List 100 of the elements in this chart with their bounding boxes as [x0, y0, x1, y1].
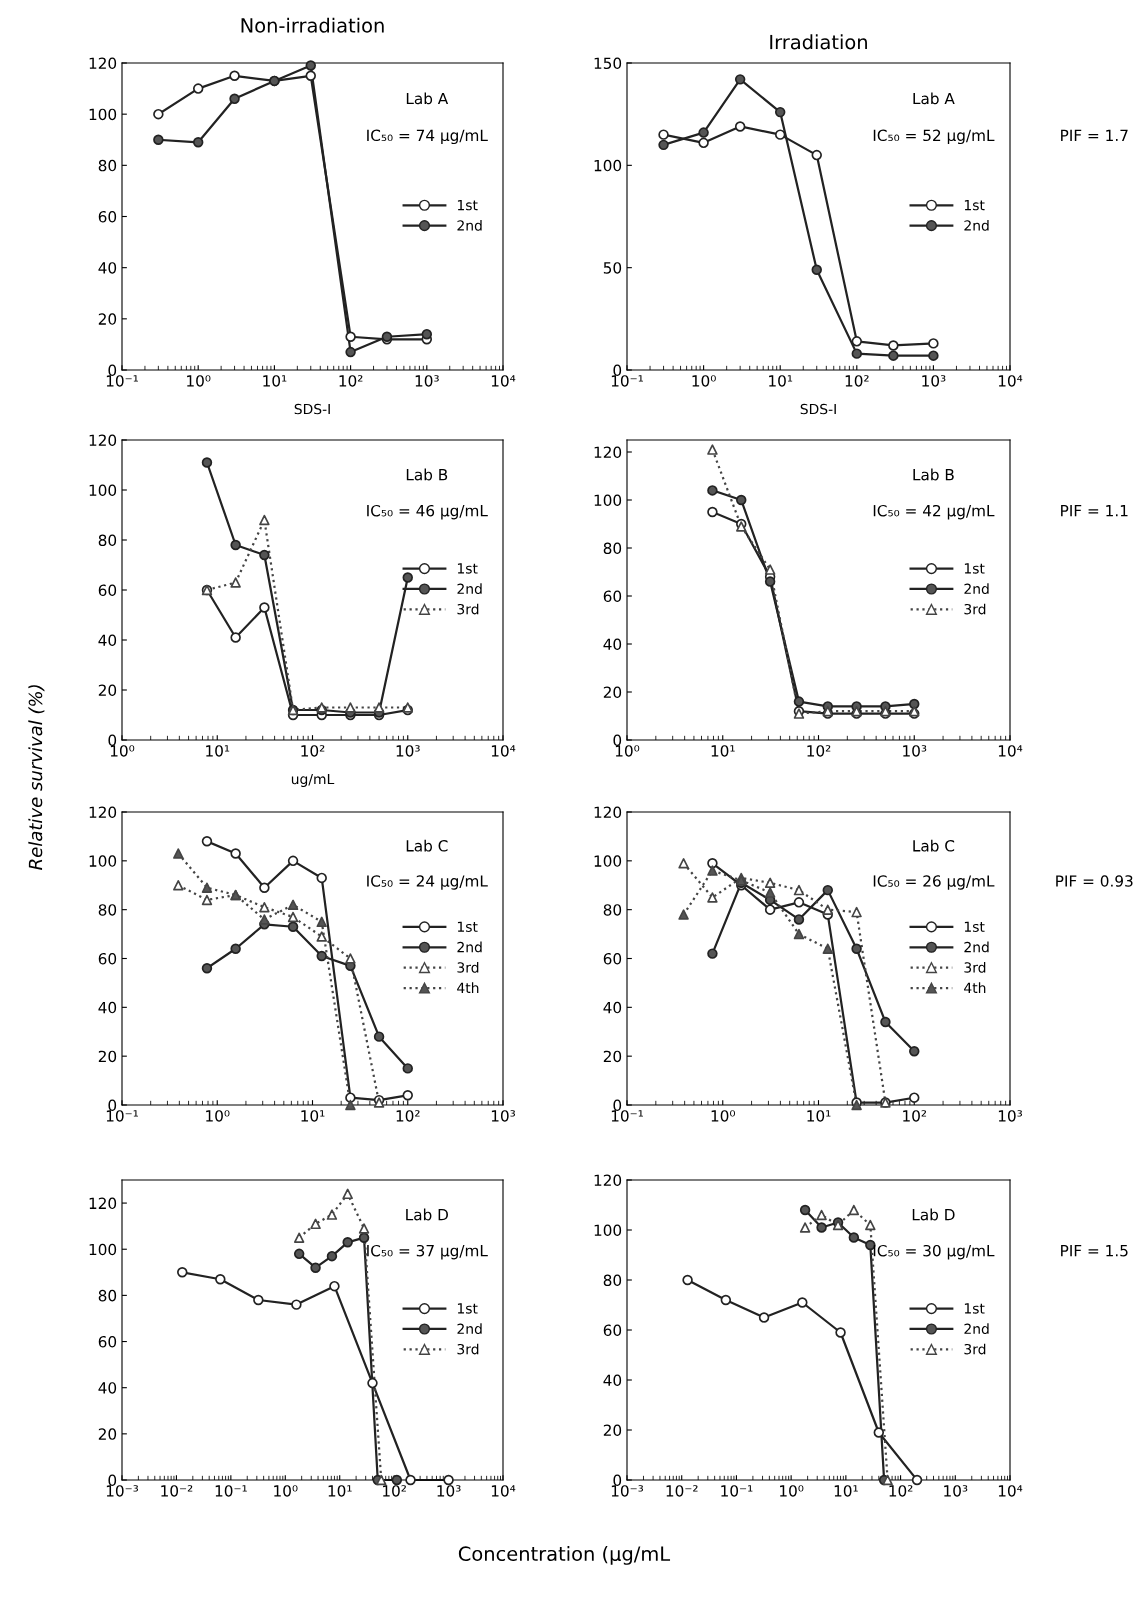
y-tick-label: 60	[98, 210, 117, 223]
legend-label: 3rd	[964, 603, 986, 615]
y-tick-label: 20	[603, 686, 622, 699]
y-tick-label: 100	[594, 855, 622, 867]
y-tick-label: 150	[594, 57, 622, 70]
y-tick-label: 40	[98, 1001, 117, 1014]
chart-title: Non-irradiation	[241, 17, 384, 33]
x-tick-label: 10⁻¹	[106, 1110, 138, 1122]
y-tick-label: 20	[98, 1050, 117, 1063]
y-tick-label: 100	[89, 484, 117, 497]
y-tick-label: 20	[603, 1050, 622, 1063]
legend-label: 4th	[457, 982, 479, 993]
legend-label: 3rd	[457, 961, 479, 973]
y-tick-label: 20	[98, 684, 117, 697]
y-tick-label: 120	[594, 1174, 622, 1187]
annotation: Lab B	[406, 468, 448, 481]
annotation: Lab A	[406, 92, 449, 105]
text: PIF = 1.7	[1061, 129, 1128, 141]
y-tick-label: 80	[603, 1274, 622, 1287]
y-tick-label: 60	[98, 584, 117, 597]
y-tick-label: 100	[89, 1243, 117, 1256]
y-tick-label: 80	[98, 534, 117, 547]
y-tick-label: 40	[603, 1374, 622, 1387]
legend-label: 3rd	[964, 961, 986, 973]
y-tick-label: 50	[603, 262, 622, 274]
legend-label: 2nd	[457, 583, 482, 595]
y-tick-label: 120	[89, 57, 117, 70]
y-tick-label: 120	[594, 806, 622, 819]
annotation: IC₅₀ = 26 μg/mL	[873, 875, 995, 890]
y-tick-label: 100	[594, 494, 622, 507]
x-tick-label: 10⁻¹	[611, 1110, 643, 1122]
annotation: IC₅₀ = 52 μg/mL	[873, 129, 995, 145]
x-tick-label: 10⁻¹	[106, 375, 138, 387]
annotation: Lab D	[406, 1208, 448, 1221]
annotation: IC₅₀ = 37 μg/mL	[367, 1244, 488, 1260]
y-tick-label: 100	[89, 855, 117, 867]
y-tick-label: 40	[603, 1001, 622, 1014]
x-tick-label: 10³	[903, 745, 927, 757]
x-tick-label: 10⁰	[692, 375, 716, 387]
x-axis-title: SDS-I	[800, 403, 836, 415]
x-tick-label: 10⁴	[998, 745, 1023, 757]
x-tick-label: 10⁻²	[666, 1485, 698, 1497]
x-tick-label: 10³	[491, 1110, 516, 1122]
y-tick-label: 80	[603, 904, 622, 916]
chart-title: Irradiation	[770, 34, 867, 50]
annotation: Lab B	[913, 468, 954, 481]
y-axis-title: Relative survival (%)	[28, 685, 45, 870]
x-tick-label: 10⁻¹	[721, 1485, 753, 1497]
annotation: IC₅₀ = 74 μg/mL	[367, 129, 488, 145]
y-tick-label: 80	[98, 904, 117, 916]
legend-label: 1st	[964, 563, 985, 574]
y-tick-label: 20	[603, 1424, 622, 1437]
annotation: Lab C	[406, 839, 448, 852]
x-tick-label: 10⁰	[615, 745, 640, 757]
y-tick-label: 0	[613, 1474, 622, 1487]
text: PIF = 1.1	[1061, 505, 1128, 517]
x-axis-title: SDS-I	[294, 403, 330, 415]
legend-label: 3rd	[457, 1343, 479, 1355]
x-tick-label: 10⁴	[998, 375, 1023, 387]
y-tick-label: 40	[98, 262, 117, 274]
x-tick-label: 10⁴	[491, 1485, 516, 1497]
text: PIF = 1.5	[1061, 1245, 1128, 1257]
legend-label: 1st	[964, 1303, 985, 1314]
y-tick-label: 120	[89, 434, 117, 447]
legend-label: 3rd	[457, 603, 479, 615]
y-tick-label: 40	[98, 1382, 117, 1394]
y-tick-label: 40	[603, 638, 622, 651]
annotation: Lab A	[913, 92, 955, 105]
x-tick-label: 10⁻³	[106, 1485, 139, 1497]
y-tick-label: 80	[98, 1289, 117, 1302]
x-tick-label: 10¹	[769, 375, 793, 387]
x-tick-label: 10⁴	[998, 1485, 1023, 1497]
x-tick-label: 10⁰	[187, 375, 211, 387]
y-tick-label: 80	[603, 542, 622, 555]
x-tick-label: 10⁰	[110, 745, 135, 757]
x-tick-label: 10²	[889, 1485, 913, 1497]
x-tick-label: 10⁻³	[611, 1485, 644, 1497]
x-tick-label: 10⁰	[780, 1485, 804, 1497]
annotation: Lab C	[913, 839, 955, 852]
legend-label: 1st	[457, 563, 478, 574]
annotation: Lab D	[912, 1208, 955, 1221]
x-tick-label: 10³	[944, 1485, 968, 1497]
x-tick-label: 10¹	[711, 745, 735, 757]
x-tick-label: 10⁻²	[161, 1485, 193, 1497]
legend-label: 2nd	[964, 1323, 989, 1335]
x-tick-label: 10⁰	[711, 1110, 735, 1122]
legend-label: 1st	[964, 921, 985, 932]
legend-label: 1st	[457, 1303, 478, 1314]
x-tick-label: 10¹	[301, 1110, 325, 1122]
y-tick-label: 60	[98, 952, 117, 965]
y-tick-label: 100	[89, 108, 117, 121]
y-tick-label: 120	[594, 446, 622, 459]
y-tick-label: 0	[108, 1474, 117, 1487]
x-tick-label: 10²	[903, 1110, 927, 1122]
x-tick-label: 10²	[807, 745, 831, 757]
legend-label: 2nd	[964, 583, 989, 595]
x-tick-label: 10⁻¹	[215, 1485, 247, 1497]
y-tick-label: 20	[98, 1428, 117, 1440]
y-tick-label: 60	[603, 590, 622, 603]
y-tick-label: 0	[108, 364, 117, 377]
